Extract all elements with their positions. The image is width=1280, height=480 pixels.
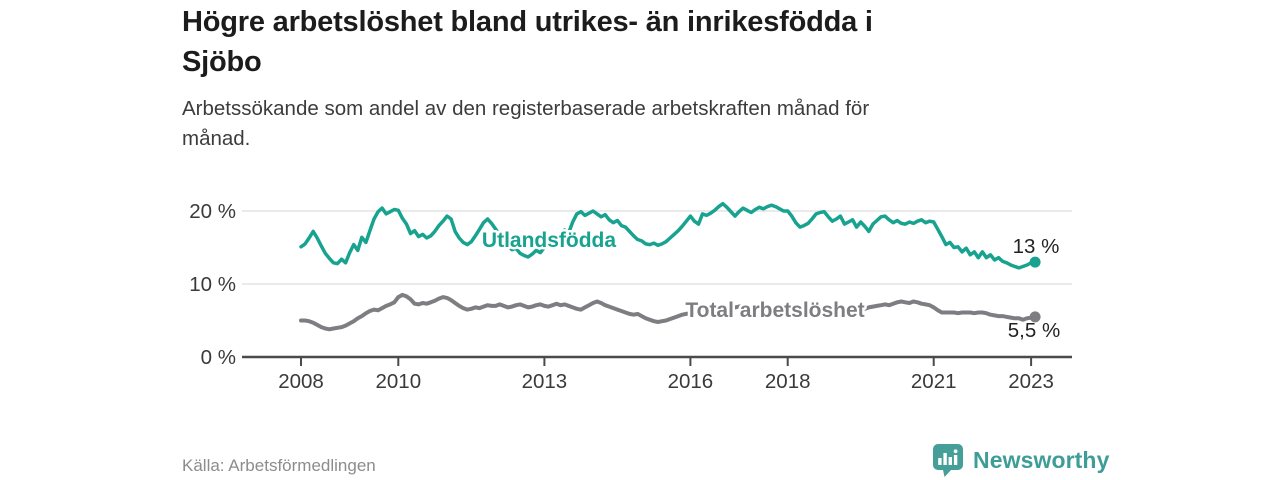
title-line-1: Högre arbetslöshet bland utrikes- än inr… [182,6,873,38]
x-tick-label: 2018 [765,370,811,393]
source-note: Källa: Arbetsförmedlingen [182,456,376,475]
series-line-utlandsfodda [299,201,1037,270]
subtitle-line-1: Arbetssökande som andel av den registerb… [182,97,870,120]
subtitle-line-2: månad. [182,127,251,150]
y-tick-label: 20 % [189,200,236,223]
series-line-total [299,292,1038,332]
page-title: Högre arbetslöshet bland utrikes- än inr… [182,2,1102,82]
newsworthy-brand: Newsworthy [933,444,1109,477]
icon-exclamation-dot [953,449,958,454]
x-tick-label: 2008 [278,370,324,393]
y-tick-label: 0 % [201,346,236,369]
series-end-dot-total [1029,311,1041,323]
series-label-utlandsfodda: Utlandsfödda [482,229,616,252]
x-tick-label: 2010 [375,370,421,393]
x-tick-label: 2013 [522,370,568,393]
newsworthy-wordmark: Newsworthy [973,447,1110,473]
chart-subtitle: Arbetssökande som andel av den registerb… [182,94,942,154]
icon-bar-2 [943,453,947,465]
icon-bar-3 [948,457,952,465]
icon-bar-1 [938,458,942,465]
series-end-label-total: 5,5 % [1008,319,1060,342]
x-tick-label: 2021 [911,370,957,393]
series-end-label-utlandsfodda: 13 % [1013,235,1060,258]
x-tick-label: 2023 [1008,370,1054,393]
x-tick-label: 2016 [668,370,714,393]
title-line-2: Sjöbo [182,46,262,78]
y-tick-label: 10 % [189,273,236,296]
series-label-total: Total arbetslöshet [685,299,864,322]
series-end-dot-utlandsfodda [1029,256,1041,268]
icon-exclamation-bar [953,455,958,465]
newsworthy-chart-pin-icon [933,444,963,477]
